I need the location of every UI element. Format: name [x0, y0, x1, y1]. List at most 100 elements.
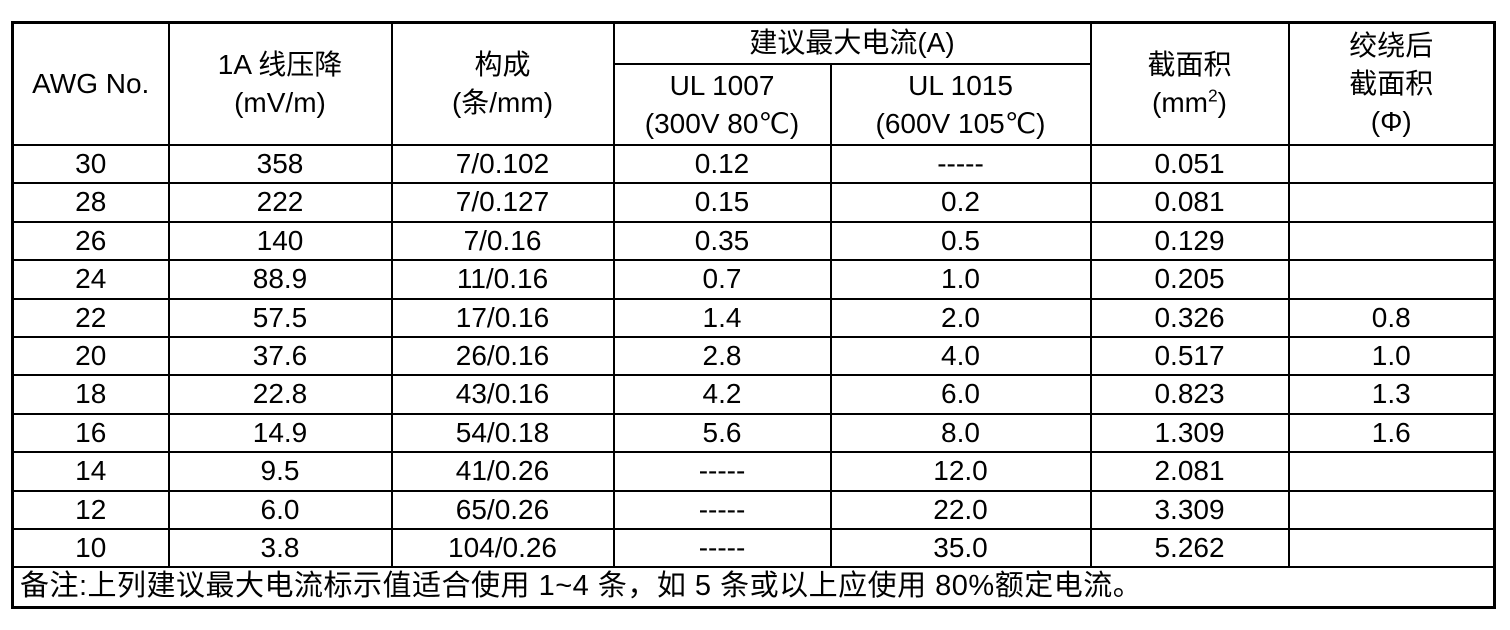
table-cell: ----- — [612, 489, 832, 530]
col-header-voltage-drop: 1A 线压降 (mV/m) — [167, 21, 393, 146]
construction-unit: (条/mm) — [451, 87, 554, 118]
col-header-cross-section: 截面积 (mm2) — [1089, 21, 1290, 146]
table-cell: 12 — [11, 489, 170, 530]
table-row: 10 3.8 104/0.26 ----- 35.0 5.262 — [11, 527, 1496, 569]
header-row-sub: UL 1007 (300V 80℃) UL 1015 (600V 105℃) — [13, 63, 1495, 146]
table-cell: 17/0.16 — [390, 297, 615, 338]
table-cell: 3.8 — [167, 527, 393, 569]
table-cell: 104/0.26 — [390, 527, 615, 569]
table-cell: 0.326 — [1089, 297, 1290, 338]
table-cell: 37.6 — [167, 335, 393, 377]
table-row: 12 6.0 65/0.26 ----- 22.0 3.309 — [11, 489, 1496, 530]
table-row: 26 140 7/0.16 0.35 0.5 0.129 — [11, 220, 1496, 262]
table-cell: 6.0 — [829, 374, 1092, 415]
table-cell: 5.262 — [1089, 527, 1290, 569]
table-cell: 88.9 — [167, 259, 393, 300]
table-cell: 28 — [11, 182, 170, 223]
table-cell: 1.6 — [1287, 412, 1496, 454]
table-footer: 备注:上列建议最大电流标示值适合使用 1~4 条，如 5 条或以上应使用 80%… — [11, 566, 1496, 609]
table-cell: 0.517 — [1089, 335, 1290, 377]
ul1007-rating: (300V 80℃) — [644, 107, 800, 139]
table-cell: 14 — [11, 451, 170, 492]
table-cell: 9.5 — [167, 451, 393, 492]
table-cell: 35.0 — [829, 527, 1092, 569]
table-cell — [1287, 220, 1496, 262]
table-row: 18 22.8 43/0.16 4.2 6.0 0.823 1.3 — [11, 374, 1496, 415]
table-cell: 358 — [167, 143, 393, 185]
cross-section-unit: (mm2) — [1152, 85, 1227, 118]
table-cell: 22.0 — [829, 489, 1092, 530]
table-cell: 26/0.16 — [390, 335, 615, 377]
table-cell: 65/0.26 — [390, 489, 615, 530]
table-cell: 1.0 — [1287, 335, 1496, 377]
table-row: 16 14.9 54/0.18 5.6 8.0 1.309 1.6 — [11, 412, 1496, 454]
voltage-drop-label: 1A 线压降 — [217, 49, 343, 80]
table-cell: 8.0 — [829, 412, 1092, 454]
table-header: AWG No. 1A 线压降 (mV/m) 构成 (条/mm) 建议最大电流(A… — [11, 21, 1496, 146]
ul1015-rating: (600V 105℃) — [875, 107, 1046, 139]
awg-wire-spec-table: AWG No. 1A 线压降 (mV/m) 构成 (条/mm) 建议最大电流(A… — [11, 21, 1497, 610]
table-cell: 26 — [11, 220, 170, 262]
table-cell: ----- — [612, 451, 832, 492]
table-cell: 0.12 — [612, 143, 832, 185]
table-cell: ----- — [829, 143, 1092, 185]
table-cell: 18 — [11, 374, 170, 415]
table-cell: 4.2 — [612, 374, 832, 415]
table-row: 28 222 7/0.127 0.15 0.2 0.081 — [11, 182, 1496, 223]
table-cell — [1287, 259, 1496, 300]
table-cell: 140 — [167, 220, 393, 262]
note-row: 备注:上列建议最大电流标示值适合使用 1~4 条，如 5 条或以上应使用 80%… — [11, 566, 1496, 609]
table-cell: 14.9 — [167, 412, 393, 454]
table-cell: 10 — [11, 527, 170, 569]
ul1015-label: UL 1015 — [908, 69, 1013, 101]
table-cell — [1287, 182, 1496, 223]
table-cell: 22 — [11, 297, 170, 338]
col-header-twisted-cross-section: 绞绕后 截面积 (Φ) — [1287, 21, 1496, 146]
table-cell: 0.5 — [829, 220, 1092, 262]
table-cell: 12.0 — [829, 451, 1092, 492]
table-cell: 57.5 — [167, 297, 393, 338]
table-row: 22 57.5 17/0.16 1.4 2.0 0.326 0.8 — [11, 297, 1496, 338]
col-header-ul1015: UL 1015 (600V 105℃) — [829, 63, 1092, 146]
table-cell — [1287, 143, 1496, 185]
table-cell: ----- — [612, 527, 832, 569]
table-cell: 0.823 — [1089, 374, 1290, 415]
table-cell: 0.081 — [1089, 182, 1290, 223]
table-cell: 16 — [11, 412, 170, 454]
table-cell — [1287, 489, 1496, 530]
table-cell: 43/0.16 — [390, 374, 615, 415]
table-cell: 1.4 — [612, 297, 832, 338]
table-cell: 7/0.16 — [390, 220, 615, 262]
table-cell: 24 — [11, 259, 170, 300]
table-body: 30 358 7/0.102 0.12 ----- 0.051 28 222 7/0.127 0.… — [11, 143, 1496, 569]
table-cell — [1287, 451, 1496, 492]
table-cell: 0.7 — [612, 259, 832, 300]
table-cell: 7/0.102 — [390, 143, 615, 185]
table-row: 14 9.5 41/0.26 ----- 12.0 2.081 — [11, 451, 1496, 492]
table-cell: 20 — [11, 335, 170, 377]
table-cell: 54/0.18 — [390, 412, 615, 454]
table-cell: 2.0 — [829, 297, 1092, 338]
col-header-ul1007: UL 1007 (300V 80℃) — [612, 63, 832, 146]
table-cell: 0.129 — [1089, 220, 1290, 262]
table-cell: 1.3 — [1287, 374, 1496, 415]
ul1007-label: UL 1007 — [669, 69, 775, 101]
table-cell: 0.2 — [829, 182, 1092, 223]
table-row: 20 37.6 26/0.16 2.8 4.0 0.517 1.0 — [11, 335, 1496, 377]
table-cell: 0.051 — [1089, 143, 1290, 185]
table-cell: 1.0 — [829, 259, 1092, 300]
twisted-unit: (Φ) — [1370, 106, 1412, 137]
voltage-drop-unit: (mV/m) — [234, 87, 326, 118]
col-header-construction: 构成 (条/mm) — [390, 21, 615, 146]
table-cell: 0.35 — [612, 220, 832, 262]
table-cell: 0.205 — [1089, 259, 1290, 300]
table-cell: 2.8 — [612, 335, 832, 377]
note-text: 备注:上列建议最大电流标示值适合使用 1~4 条，如 5 条或以上应使用 80%… — [11, 566, 1496, 609]
col-header-max-current-group: 建议最大电流(A) — [612, 21, 1092, 65]
cross-section-label: 截面积 — [1147, 49, 1232, 80]
table-row: 24 88.9 11/0.16 0.7 1.0 0.205 — [11, 259, 1496, 300]
table-cell: 7/0.127 — [390, 182, 615, 223]
table-cell: 1.309 — [1089, 412, 1290, 454]
table-cell: 3.309 — [1089, 489, 1290, 530]
